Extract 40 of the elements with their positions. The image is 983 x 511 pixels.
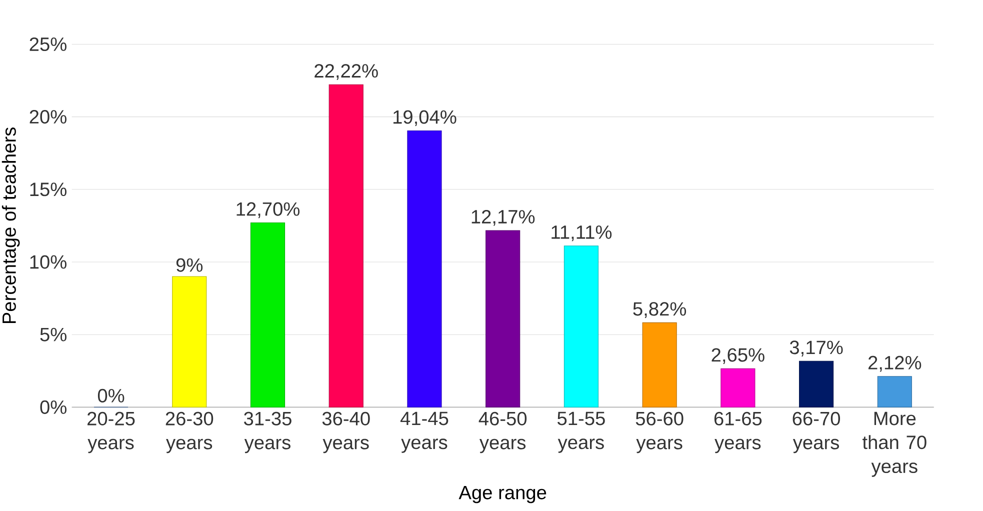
bar [172,276,207,408]
y-axis-title: Percentage of teachers [2,127,20,323]
bar [486,230,520,408]
bar [799,360,834,408]
bar [564,246,598,408]
data-label: 0% [98,388,124,402]
y-tick-label: 15% [30,182,66,196]
bar [328,84,364,408]
bar [250,222,286,408]
data-label: 12,17% [472,210,535,226]
data-label: 9% [176,258,203,272]
x-axis-title: Age range [458,486,546,504]
data-label: 2,65% [712,348,764,364]
x-tick-label: 66-70 years [792,412,840,454]
bar [642,322,677,408]
y-tick-label: 20% [30,110,66,124]
bar [877,376,912,408]
x-tick-label: 41-45 years [400,412,448,453]
x-tick-label: 20-25 years [88,412,135,454]
bar [720,368,756,408]
y-tick-label: 25% [30,37,66,51]
x-tick-label: 46-50 years [478,412,527,454]
y-tick-label: 5% [40,328,66,342]
data-label: 5,82% [633,302,686,318]
x-tick-label: 36-40 years [322,412,370,454]
x-tick-label: 51-55 years [558,412,605,453]
x-tick-label: 31-35 years [244,412,292,454]
x-tick-label: 56-60 years [636,412,684,454]
x-tick-label: 61-65 years [714,412,762,454]
data-label: 3,17% [790,340,843,356]
y-tick-label: 10% [30,255,66,269]
x-tick-label: More than 70 years [862,412,926,477]
x-tick-label: 26-30 years [166,412,214,454]
y-tick-label: 0% [40,400,66,414]
data-label: 11,11% [552,225,612,242]
data-label: 19,04% [393,110,456,126]
data-label: 22,22% [314,64,378,80]
data-label: 2,12% [868,356,922,372]
data-label: 12,70% [236,202,300,218]
bar [407,130,442,408]
